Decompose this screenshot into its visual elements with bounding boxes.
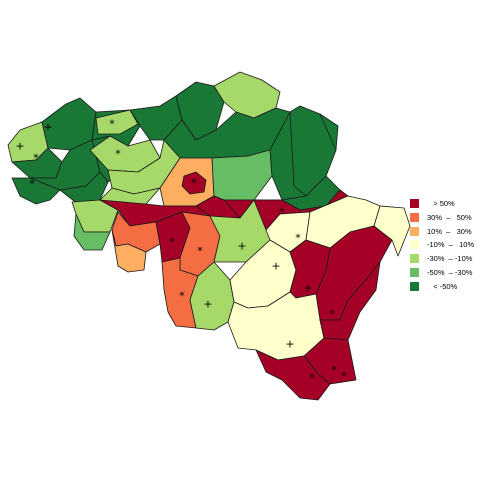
marker-star-liege-north: * [279, 206, 285, 219]
marker-star-ghent: * [115, 148, 121, 161]
legend-label: 30% – 50% [427, 212, 472, 222]
marker-star-arlon: * [309, 372, 315, 385]
marker-plus-dinant: + [303, 282, 312, 295]
marker-plus-neufchateau: + [285, 338, 294, 351]
marker-plus-philippeville: + [203, 298, 212, 311]
marker-star-virton: * [341, 370, 347, 383]
legend-row-gt-50: > 50% [410, 198, 478, 212]
marker-star-bastogne: * [331, 364, 337, 377]
region-ypres [11, 177, 61, 205]
marker-plus-namur: + [237, 240, 246, 253]
legend-row-10-30: 10% – 30% [410, 226, 478, 240]
legend-row-lt-minus50: < -50% [410, 281, 478, 295]
legend-swatch [410, 199, 419, 208]
legend-label: > 50% [427, 199, 455, 208]
marker-star-la-louviere: * [169, 236, 175, 249]
region-eupen [373, 205, 411, 257]
map-legend: > 50% 30% – 50% 10% – 30% -10% – 10% -30… [410, 198, 478, 295]
region-maaseik [289, 105, 337, 197]
legend-swatch [410, 281, 419, 291]
region-ghent [95, 109, 139, 135]
region-virton [255, 349, 331, 401]
map-markers: + + * * * * * * * * * * + + + + + * * * … [15, 118, 347, 385]
map-regions [7, 71, 411, 401]
region-leuven [211, 149, 273, 201]
legend-label: 10% – 30% [427, 226, 472, 236]
legend-row-minus30-minus10: -30% – -10% [410, 253, 478, 267]
legend-swatch [410, 226, 419, 236]
legend-swatch [410, 240, 419, 250]
legend-row-30-50: 30% – 50% [410, 212, 478, 226]
marker-plus-huy: + [271, 260, 280, 273]
legend-swatch [410, 254, 419, 264]
legend-row-minus10-10: -10% – 10% [410, 239, 478, 253]
legend-label: -10% – 10% [427, 240, 475, 250]
marker-star-thuin: * [179, 290, 185, 303]
marker-star-diksmuide: * [33, 152, 39, 165]
marker-star-verviers: * [329, 308, 335, 321]
marker-star-ypres: * [29, 178, 35, 191]
legend-label: -50% – -30% [427, 267, 473, 277]
marker-star-brussels: * [191, 177, 197, 190]
legend-row-minus50-minus30: -50% – -30% [410, 267, 478, 281]
marker-plus-bruges: + [43, 121, 52, 134]
marker-star-charleroi: * [197, 245, 203, 258]
legend-swatch [410, 212, 419, 222]
region-mons [111, 229, 147, 273]
marker-star-eeklo: * [109, 118, 115, 131]
region-brussels [181, 171, 207, 195]
legend-label: -30% – -10% [427, 254, 473, 264]
marker-plus-west-coast: + [15, 140, 24, 153]
legend-label: < -50% [427, 281, 458, 291]
marker-star-liege: * [295, 232, 301, 245]
legend-swatch [410, 267, 419, 277]
region-mouscron [73, 213, 111, 251]
